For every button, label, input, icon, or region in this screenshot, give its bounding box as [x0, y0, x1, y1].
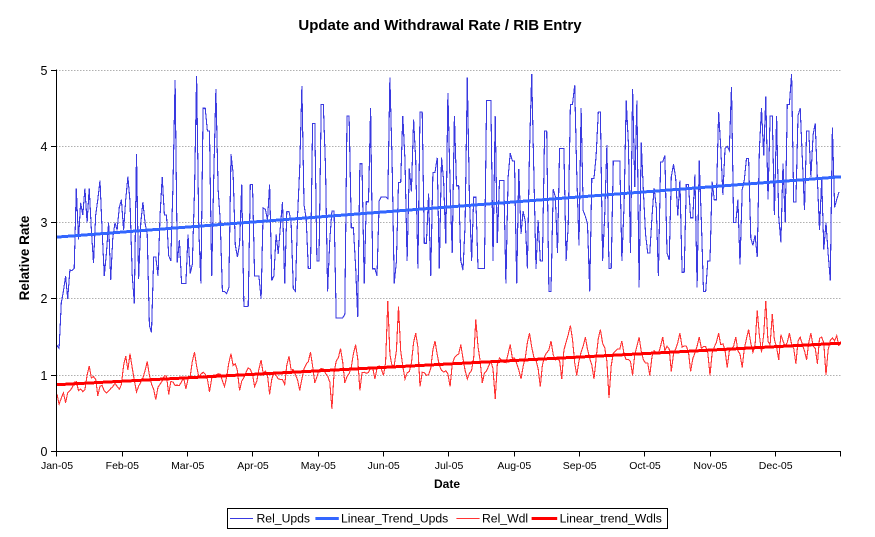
svg-text:2: 2: [41, 292, 48, 306]
svg-text:5: 5: [41, 64, 48, 78]
svg-text:Feb-05: Feb-05: [106, 460, 139, 472]
svg-text:Mar-05: Mar-05: [171, 460, 204, 472]
svg-text:3: 3: [41, 216, 48, 230]
svg-text:Jun-05: Jun-05: [368, 460, 400, 472]
svg-text:Date: Date: [434, 477, 460, 491]
svg-text:Jan-05: Jan-05: [41, 460, 73, 472]
svg-text:May-05: May-05: [301, 460, 336, 472]
svg-text:Jul-05: Jul-05: [435, 460, 464, 472]
svg-text:Update and Withdrawal Rate / R: Update and Withdrawal Rate / RIB Entry: [298, 17, 582, 34]
svg-text:Rel_Upds: Rel_Upds: [257, 512, 311, 526]
svg-text:Oct-05: Oct-05: [629, 460, 661, 472]
svg-text:0: 0: [41, 445, 48, 459]
svg-text:Relative Rate: Relative Rate: [17, 215, 32, 300]
svg-text:Sep-05: Sep-05: [563, 460, 597, 472]
svg-text:Apr-05: Apr-05: [237, 460, 269, 472]
svg-text:1: 1: [41, 369, 48, 383]
svg-text:4: 4: [41, 140, 48, 154]
svg-text:Nov-05: Nov-05: [693, 460, 727, 472]
svg-text:Dec-05: Dec-05: [759, 460, 793, 472]
svg-text:Linear_trend_Wdls: Linear_trend_Wdls: [560, 512, 662, 526]
svg-text:Aug-05: Aug-05: [497, 460, 531, 472]
svg-text:Linear_Trend_Upds: Linear_Trend_Upds: [341, 512, 448, 526]
svg-text:Rel_Wdl: Rel_Wdl: [482, 512, 528, 526]
